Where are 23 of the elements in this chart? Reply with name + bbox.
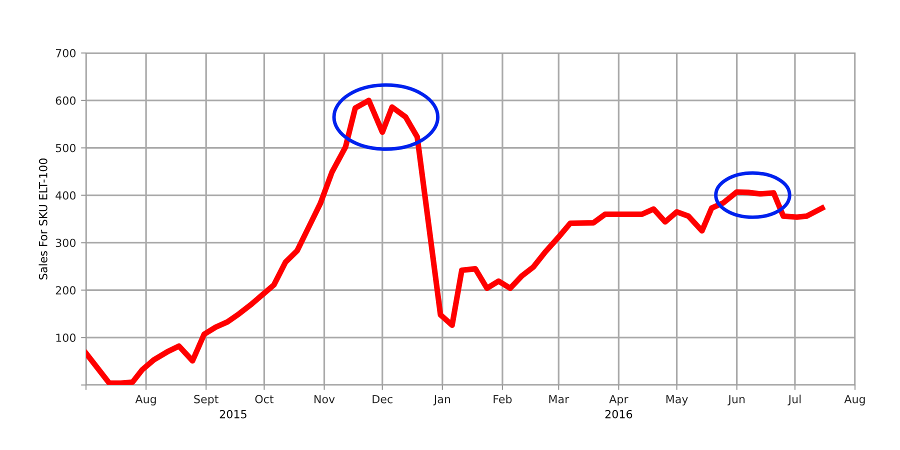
x-tick-label: May xyxy=(666,395,688,406)
y-tick-label: 400 xyxy=(56,191,76,200)
x-tick-label: Feb xyxy=(494,394,512,404)
x-tick-label: Mar xyxy=(549,395,570,404)
x-tick-label: Oct xyxy=(255,394,274,404)
x2-tick-label: 2016 xyxy=(605,410,632,418)
y-tick-label: 700 xyxy=(56,48,76,58)
x2-tick-label: 2015 xyxy=(220,410,246,418)
x-tick-label: Nov xyxy=(314,395,335,404)
y-tick-label: 600 xyxy=(56,96,76,105)
x-tick-label: Aug xyxy=(844,395,865,406)
x-tick-label: Jan xyxy=(433,395,450,406)
x-tick-label: Dec xyxy=(372,395,392,404)
y-tick-label: 200 xyxy=(56,286,76,295)
x-tick-label: Jul xyxy=(788,394,801,406)
y-tick-label: 100 xyxy=(56,334,76,342)
x-tick-label: Sept xyxy=(194,394,218,406)
y-tick-label: 500 xyxy=(56,144,76,152)
y-tick-label: 300 xyxy=(56,238,76,248)
x-tick-label: Aug xyxy=(135,395,156,406)
x-tick-label: Apr xyxy=(609,395,628,406)
x-tick-label: Jun xyxy=(728,395,745,406)
y-axis-title: Sales For SKU ELT-100 xyxy=(38,158,48,280)
